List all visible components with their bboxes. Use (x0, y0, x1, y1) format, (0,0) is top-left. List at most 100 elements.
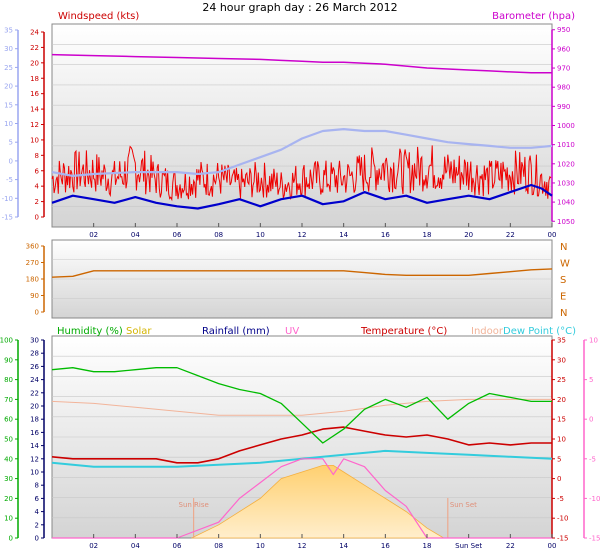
wind-x-axis-label: 20 (464, 231, 473, 239)
speed-outer-axis-label: 10 (4, 120, 13, 128)
humidity-axis-label: 30 (4, 475, 13, 483)
solar-axis-label: 20 (30, 403, 39, 411)
windspeed-axis-label: 20 (30, 59, 39, 67)
barometer-axis-label: 1030 (557, 179, 575, 187)
uv-axis-label: -10 (589, 495, 600, 503)
windspeed-axis-label: 24 (30, 29, 39, 37)
humidity-axis-label: 0 (9, 535, 13, 543)
graph-title: 24 hour graph day : 26 March 2012 (202, 1, 397, 14)
series-wind-direction-speed-axis- (51, 128, 553, 177)
direction-axis-label: 90 (30, 292, 39, 300)
uv-axis-label: -5 (589, 455, 596, 463)
legend-solar: Solar (126, 326, 152, 337)
solar-axis-label: 22 (30, 389, 39, 397)
climate-x-axis-label: 10 (256, 542, 265, 550)
series-wind-direction-degrees- (51, 268, 553, 278)
humidity-axis-label: 40 (4, 455, 13, 463)
series-humidity- (51, 367, 552, 444)
humidity-axis-label: 80 (4, 376, 13, 384)
series-average-windspeed-kts- (51, 183, 553, 210)
solar-axis-label: 24 (30, 376, 39, 384)
speed-outer-axis-label: -5 (6, 176, 13, 184)
climate-x-axis-label: 04 (131, 542, 140, 550)
legend-temperature-c-: Temperature (°C) (360, 326, 447, 337)
windspeed-axis-label: 8 (35, 152, 39, 160)
climate-x-axis-label: Sun Set (455, 542, 482, 550)
direction-axis-label: 180 (26, 276, 39, 284)
solar-axis-label: 16 (30, 429, 39, 437)
solar-axis-label: 14 (30, 442, 39, 450)
barometer-axis-label: 1020 (557, 160, 575, 168)
solar-axis-label: 8 (35, 482, 39, 490)
climate-x-axis-label: 22 (506, 542, 515, 550)
speed-outer-axis-label: 25 (4, 64, 13, 72)
barometer-axis-label: 1040 (557, 199, 575, 207)
solar-axis-label: 0 (35, 535, 39, 543)
temperature-axis-label: 30 (557, 356, 566, 364)
solar-axis-label: 4 (35, 508, 40, 516)
windspeed-axis-label: 22 (30, 44, 39, 52)
windspeed-axis-label: 0 (35, 214, 39, 222)
speed-outer-axis-label: 35 (4, 27, 13, 35)
speed-outer-axis-label: 30 (4, 45, 13, 53)
solar-axis-label: 28 (30, 350, 39, 358)
speed-outer-axis-label: -10 (2, 195, 13, 203)
solar-axis-label: 30 (30, 337, 39, 345)
solar-axis-label: 12 (30, 455, 39, 463)
barometer-axis-label: 1000 (557, 122, 575, 130)
speed-outer-axis-label: 0 (9, 157, 13, 165)
windspeed-axis-label: 6 (35, 167, 40, 175)
series-indoor (51, 398, 552, 416)
humidity-axis-label: 50 (4, 436, 13, 444)
climate-x-axis-label: 00 (548, 542, 557, 550)
wind-x-axis-label: 02 (89, 231, 98, 239)
climate-x-axis-label: 12 (298, 542, 307, 550)
solar-axis-label: 6 (35, 495, 40, 503)
series-uv (52, 458, 552, 539)
barometer-axis-label: 1050 (557, 218, 575, 226)
humidity-axis-label: 10 (4, 515, 13, 523)
wind-x-axis-label: 04 (131, 231, 140, 239)
temperature-axis-label: 35 (557, 337, 566, 345)
compass-label: W (560, 259, 570, 270)
speed-outer-axis-label: -15 (2, 214, 13, 222)
climate-x-axis-label: 18 (423, 542, 432, 550)
series-barometer-hpa- (51, 53, 552, 74)
legend-humidity-: Humidity (%) (57, 326, 123, 337)
series-dew-point-c- (51, 449, 553, 468)
series-solar (191, 464, 446, 539)
compass-label: N (560, 242, 567, 253)
humidity-axis-label: 100 (0, 337, 13, 345)
sun-rise-label: Sun Rise (179, 501, 209, 509)
speed-outer-axis-label: 5 (9, 139, 13, 147)
windspeed-axis-label: 14 (30, 106, 39, 114)
temperature-axis-label: 10 (557, 436, 566, 444)
wind-x-axis-label: 18 (423, 231, 432, 239)
humidity-axis-label: 90 (4, 356, 13, 364)
temperature-axis-label: -5 (557, 495, 564, 503)
climate-x-axis-label: 06 (173, 542, 182, 550)
wind-x-axis-label: 22 (506, 231, 515, 239)
uv-axis-label: 10 (589, 337, 598, 345)
windspeed-axis-label: 10 (30, 136, 39, 144)
wind-x-axis-label: 00 (548, 231, 557, 239)
solar-axis-label: 18 (30, 416, 39, 424)
temperature-axis-label: -10 (557, 515, 568, 523)
humidity-axis-label: 60 (4, 416, 13, 424)
temperature-axis-label: 25 (557, 376, 566, 384)
solar-axis-label: 26 (30, 363, 39, 371)
barometer-axis-label: 950 (557, 26, 570, 34)
legend-indoor: Indoor (471, 326, 504, 337)
wind-x-axis-label: 08 (214, 231, 223, 239)
speed-outer-axis-label: 15 (4, 101, 13, 109)
temperature-axis-label: 0 (557, 475, 561, 483)
temperature-axis-label: -15 (557, 535, 568, 543)
uv-axis-label: -15 (589, 535, 600, 543)
barometer-axis-label: 990 (557, 103, 570, 111)
wind-x-axis-label: 10 (256, 231, 265, 239)
windspeed-axis-label: 4 (35, 183, 40, 191)
windspeed-axis-label: Windspeed (kts) (58, 11, 139, 22)
wind-x-axis-label: 12 (298, 231, 307, 239)
direction-axis-label: 360 (26, 243, 39, 251)
wind-x-axis-label: 16 (381, 231, 390, 239)
